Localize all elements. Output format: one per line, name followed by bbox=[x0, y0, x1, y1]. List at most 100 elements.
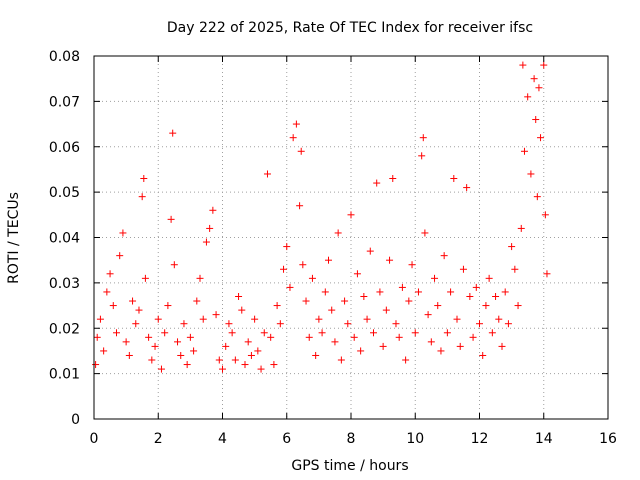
data-point bbox=[273, 302, 281, 310]
data-point bbox=[202, 238, 210, 246]
data-point bbox=[161, 329, 169, 337]
data-point bbox=[459, 265, 467, 273]
data-point bbox=[334, 229, 342, 237]
x-tick-label: 14 bbox=[535, 431, 553, 447]
data-point bbox=[267, 333, 275, 341]
data-point bbox=[360, 292, 368, 300]
data-point bbox=[305, 333, 313, 341]
data-point bbox=[129, 297, 137, 305]
data-point bbox=[315, 315, 323, 323]
y-tick-label: 0.03 bbox=[49, 276, 80, 292]
x-tick-label: 6 bbox=[282, 431, 291, 447]
data-point bbox=[453, 315, 461, 323]
data-point bbox=[260, 329, 268, 337]
data-point bbox=[466, 292, 474, 300]
data-point bbox=[418, 152, 426, 160]
data-point bbox=[421, 229, 429, 237]
data-point bbox=[135, 306, 143, 314]
data-point bbox=[517, 224, 525, 232]
y-tick-label: 0.07 bbox=[49, 94, 80, 110]
data-point bbox=[472, 283, 480, 291]
data-point bbox=[504, 320, 512, 328]
data-point bbox=[469, 333, 477, 341]
data-point bbox=[270, 361, 278, 369]
data-point bbox=[488, 329, 496, 337]
data-point bbox=[508, 243, 516, 251]
data-point bbox=[154, 315, 162, 323]
data-point bbox=[537, 134, 545, 142]
data-point bbox=[463, 184, 471, 192]
data-point bbox=[167, 215, 175, 223]
data-point bbox=[100, 347, 108, 355]
x-tick-label: 0 bbox=[90, 431, 99, 447]
data-point bbox=[235, 292, 243, 300]
data-point bbox=[138, 193, 146, 201]
data-point bbox=[196, 274, 204, 282]
data-point bbox=[112, 329, 120, 337]
data-point bbox=[527, 170, 535, 178]
y-tick-label: 0.06 bbox=[49, 140, 80, 156]
data-point bbox=[299, 261, 307, 269]
data-point bbox=[225, 320, 233, 328]
data-point bbox=[447, 288, 455, 296]
data-point bbox=[411, 329, 419, 337]
data-point bbox=[535, 84, 543, 92]
data-point bbox=[199, 315, 207, 323]
data-point bbox=[424, 311, 432, 319]
data-point bbox=[103, 288, 111, 296]
x-tick-label: 4 bbox=[218, 431, 227, 447]
data-point bbox=[186, 333, 194, 341]
data-point bbox=[157, 365, 165, 373]
y-tick-label: 0.08 bbox=[49, 49, 80, 65]
data-point bbox=[532, 116, 540, 124]
data-point bbox=[337, 356, 345, 364]
y-tick-label: 0.04 bbox=[49, 231, 80, 247]
data-point bbox=[419, 134, 427, 142]
data-point bbox=[289, 134, 297, 142]
data-point bbox=[228, 329, 236, 337]
data-point bbox=[257, 365, 265, 373]
data-point bbox=[386, 256, 394, 264]
data-point bbox=[443, 329, 451, 337]
data-point bbox=[427, 338, 435, 346]
x-tick-label: 10 bbox=[406, 431, 424, 447]
grid-lines bbox=[94, 56, 608, 419]
data-point bbox=[376, 288, 384, 296]
data-point bbox=[318, 329, 326, 337]
data-point bbox=[148, 356, 156, 364]
data-point bbox=[296, 202, 304, 210]
data-point bbox=[297, 147, 305, 155]
data-point bbox=[292, 120, 300, 128]
data-point bbox=[109, 302, 117, 310]
data-point bbox=[106, 270, 114, 278]
data-point bbox=[302, 297, 310, 305]
data-point bbox=[408, 261, 416, 269]
data-point bbox=[520, 147, 528, 155]
data-point bbox=[174, 338, 182, 346]
data-point bbox=[247, 351, 255, 359]
y-tick-labels: 0 0.01 0.02 0.03 0.04 0.05 0.06 0.07 0.08 bbox=[49, 49, 80, 428]
data-point bbox=[495, 315, 503, 323]
plot-frame bbox=[93, 55, 609, 420]
data-point bbox=[482, 302, 490, 310]
data-point bbox=[119, 229, 127, 237]
data-point bbox=[238, 306, 246, 314]
data-point bbox=[501, 288, 509, 296]
data-points bbox=[92, 61, 551, 373]
data-point bbox=[169, 129, 177, 137]
data-point bbox=[519, 61, 527, 69]
data-point bbox=[434, 302, 442, 310]
data-point bbox=[164, 302, 172, 310]
data-point bbox=[183, 361, 191, 369]
data-point bbox=[347, 211, 355, 219]
data-point bbox=[395, 333, 403, 341]
data-point bbox=[325, 256, 333, 264]
data-point bbox=[331, 338, 339, 346]
data-point bbox=[286, 283, 294, 291]
data-point bbox=[222, 342, 230, 350]
data-point bbox=[308, 274, 316, 282]
data-point bbox=[392, 320, 400, 328]
data-point bbox=[357, 347, 365, 355]
data-point bbox=[276, 320, 284, 328]
